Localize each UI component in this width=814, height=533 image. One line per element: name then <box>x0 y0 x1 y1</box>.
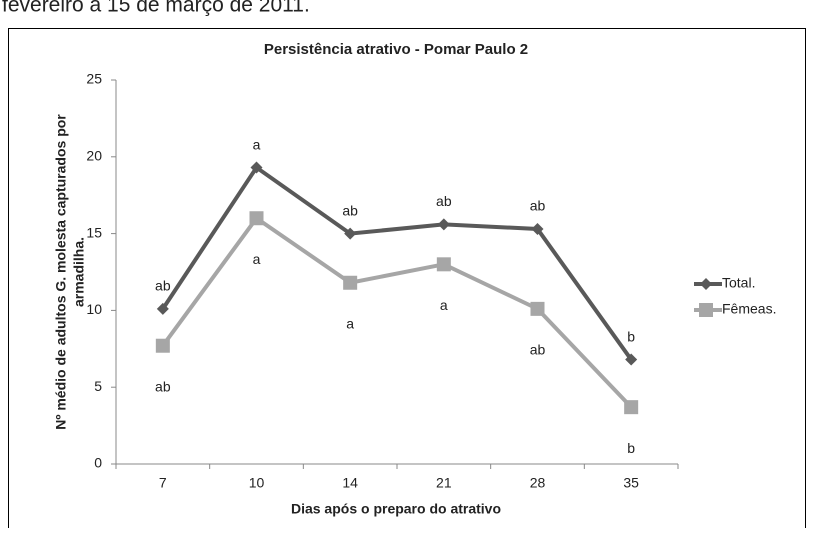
line <box>161 215 633 409</box>
significance-letter: a <box>253 251 261 267</box>
x-tick-label: 28 <box>530 475 546 491</box>
point <box>436 257 451 272</box>
point <box>250 161 263 174</box>
point <box>624 400 639 415</box>
significance-letter: a <box>253 136 261 152</box>
legend-label: Total. <box>722 275 755 291</box>
header-text: fevereiro a 15 de março de 2011. <box>2 0 310 17</box>
y-tick-label: 5 <box>94 378 102 394</box>
point <box>530 301 545 316</box>
significance-letter: ab <box>155 378 171 394</box>
y-tick-label: 20 <box>86 148 102 164</box>
point <box>344 227 357 240</box>
point <box>531 222 544 235</box>
y-tick-label: 10 <box>86 301 102 317</box>
legend-marker <box>699 303 713 317</box>
x-tick-label: 35 <box>623 475 639 491</box>
y-tick-label: 0 <box>94 455 102 471</box>
point <box>249 211 264 226</box>
significance-letter: ab <box>530 342 546 358</box>
point <box>343 275 358 290</box>
x-tick-label: 21 <box>436 475 452 491</box>
x-tick-label: 7 <box>159 475 167 491</box>
significance-letter: ab <box>530 198 546 214</box>
significance-letter: a <box>346 315 354 331</box>
point <box>437 218 450 231</box>
y-tick-label: 25 <box>86 71 102 87</box>
x-tick-label: 14 <box>342 475 358 491</box>
point <box>156 302 169 315</box>
significance-letter: a <box>440 297 448 313</box>
y-axis-title: armadilha. <box>71 237 87 307</box>
significance-letter: b <box>627 328 635 344</box>
legend-marker <box>700 278 712 290</box>
y-tick-label: 15 <box>86 224 102 240</box>
legend-label: Fêmeas. <box>722 301 776 317</box>
y-axis-title: Nº médio de adultos G. molesta capturado… <box>53 114 69 430</box>
chart-border <box>8 28 806 533</box>
x-axis-title: Dias após o preparo do atrativo <box>291 501 501 517</box>
chart-title: Persistência atrativo - Pomar Paulo 2 <box>264 41 528 58</box>
significance-letter: b <box>627 440 635 456</box>
point <box>625 353 638 366</box>
significance-letter: ab <box>436 193 452 209</box>
point <box>155 338 170 353</box>
significance-letter: ab <box>342 202 358 218</box>
significance-letter: ab <box>155 278 171 294</box>
x-tick-label: 10 <box>249 475 265 491</box>
line <box>161 164 633 361</box>
